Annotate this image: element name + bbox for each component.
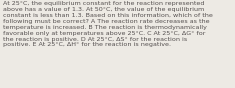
Text: At 25°C, the equilibrium constant for the reaction represented
above has a value: At 25°C, the equilibrium constant for th… <box>3 1 213 48</box>
